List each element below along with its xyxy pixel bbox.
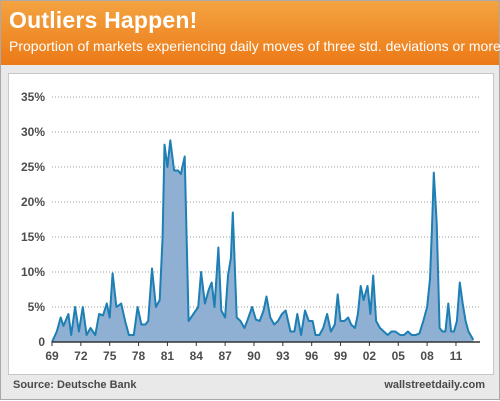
x-tick-label: 99 — [334, 349, 348, 363]
x-tick-label: 05 — [392, 349, 406, 363]
x-tick-label: 02 — [363, 349, 377, 363]
x-tick-label: 11 — [450, 349, 463, 363]
x-tick-label: 93 — [276, 349, 290, 363]
chart-subtitle: Proportion of markets experiencing daily… — [9, 38, 500, 54]
y-tick-label: 5% — [28, 300, 46, 314]
y-tick-label: 20% — [21, 195, 45, 209]
x-tick-label: 87 — [218, 349, 232, 363]
chart-header: Outliers Happen! Proportion of markets e… — [1, 1, 500, 65]
y-tick-label: 35% — [21, 90, 45, 104]
series-line — [51, 139, 475, 343]
y-tick-label: 0 — [38, 335, 45, 349]
x-tick-label: 75 — [103, 349, 117, 363]
x-tick-label: 90 — [247, 349, 261, 363]
x-tick-label: 84 — [190, 349, 204, 363]
source-note: Source: Deutsche Bank — [13, 379, 137, 391]
y-tick-label: 25% — [21, 160, 45, 174]
x-tick-label: 78 — [132, 349, 146, 363]
x-tick-label: 81 — [161, 349, 175, 363]
x-tick-label: 69 — [45, 349, 59, 363]
y-tick-label: 30% — [21, 125, 45, 139]
x-tick-label: 96 — [305, 349, 319, 363]
y-tick-label: 15% — [21, 230, 45, 244]
site-credit: wallstreetdaily.com — [384, 379, 485, 391]
chart-title: Outliers Happen! — [9, 7, 198, 33]
x-tick-label: 72 — [74, 349, 88, 363]
y-tick-label: 10% — [21, 265, 45, 279]
x-tick-label: 08 — [420, 349, 434, 363]
